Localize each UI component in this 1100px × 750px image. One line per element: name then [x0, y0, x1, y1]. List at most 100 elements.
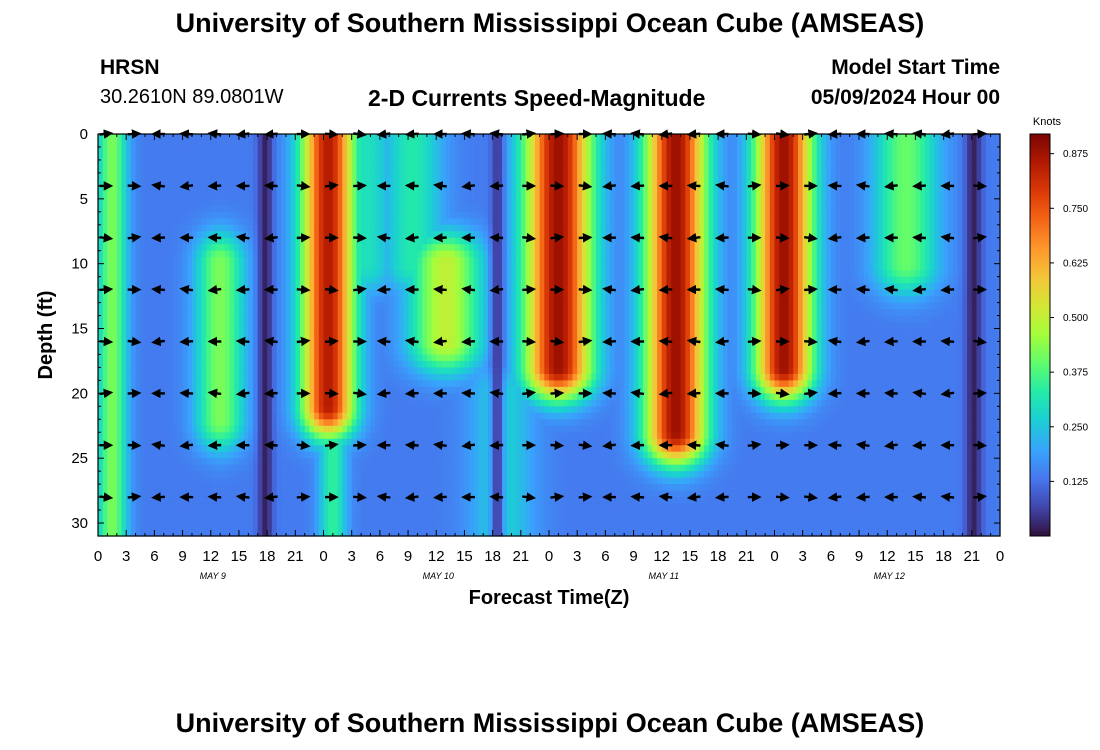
heatmap-cell [389, 464, 395, 472]
heatmap-cell [257, 185, 264, 193]
heatmap-cell [314, 490, 320, 498]
heatmap-cell [285, 231, 292, 239]
heatmap-cell [281, 172, 287, 180]
heatmap-cell [121, 289, 127, 297]
heatmap-cell [431, 477, 437, 485]
heatmap-cell [318, 386, 325, 394]
heatmap-cell [314, 322, 320, 330]
heatmap-cell [191, 328, 198, 336]
heatmap-cell [436, 477, 442, 485]
heatmap-cell [173, 471, 179, 479]
heatmap-cell [285, 250, 292, 258]
heatmap-cell [187, 172, 193, 180]
heatmap-cell [450, 341, 456, 349]
heatmap-cell [403, 153, 409, 161]
heatmap-cell [314, 510, 320, 518]
heatmap-cell [98, 198, 104, 206]
heatmap-cell [224, 185, 231, 193]
heatmap-cell [234, 458, 240, 466]
heatmap-cell [309, 477, 315, 485]
heatmap-cell [98, 445, 104, 453]
heatmap-cell [224, 354, 231, 362]
heatmap-cell [196, 497, 202, 505]
heatmap-cell [262, 432, 268, 440]
heatmap-cell [238, 224, 245, 232]
heatmap-cell [464, 302, 470, 310]
heatmap-cell [248, 244, 254, 252]
heatmap-cell [102, 166, 108, 174]
heatmap-cell [126, 432, 132, 440]
heatmap-cell [365, 276, 372, 284]
heatmap-cell [267, 140, 273, 148]
heatmap-cell [440, 218, 447, 226]
heatmap-cell [445, 231, 451, 239]
heatmap-cell [464, 224, 470, 232]
heatmap-cell [450, 263, 456, 271]
heatmap-cell [379, 503, 386, 511]
heatmap-cell [135, 211, 141, 219]
heatmap-cell [337, 490, 343, 498]
heatmap-cell [173, 179, 179, 187]
heatmap-cell [426, 360, 433, 369]
heatmap-cell [361, 484, 367, 492]
heatmap-cell [229, 510, 235, 518]
heatmap-cell [224, 464, 231, 472]
heatmap-cell [191, 315, 198, 323]
heatmap-cell [290, 146, 296, 155]
heatmap-cell [135, 322, 141, 330]
heatmap-cell [196, 529, 202, 537]
heatmap-cell [304, 503, 311, 511]
heatmap-cell [163, 380, 170, 388]
heatmap-cell [229, 412, 235, 420]
heatmap-cell [300, 484, 306, 492]
heatmap-cell [262, 315, 268, 323]
heatmap-cell [201, 185, 207, 193]
heatmap-cell [159, 458, 165, 466]
heatmap-cell [455, 406, 461, 414]
heatmap-cell [98, 134, 104, 142]
heatmap-cell [267, 218, 273, 226]
heatmap-cell [370, 205, 376, 213]
heatmap-cell [295, 302, 301, 310]
heatmap-cell [455, 270, 461, 278]
heatmap-cell [229, 328, 235, 336]
heatmap-cell [187, 224, 193, 232]
heatmap-cell [323, 523, 329, 531]
heatmap-cell [361, 523, 367, 531]
heatmap-cell [196, 367, 202, 375]
heatmap-cell [356, 211, 362, 219]
heatmap-cell [389, 315, 395, 323]
heatmap-cell [314, 432, 320, 440]
heatmap-cell [436, 510, 442, 518]
heatmap-cell [248, 523, 254, 531]
heatmap-cell [384, 419, 390, 427]
heatmap-cell [346, 185, 353, 193]
heatmap-cell [253, 244, 259, 252]
heatmap-cell [130, 192, 137, 200]
heatmap-cell [163, 354, 170, 362]
heatmap-cell [215, 484, 221, 492]
heatmap-cell [276, 296, 282, 304]
heatmap-cell [393, 270, 400, 278]
heatmap-cell [464, 263, 470, 271]
heatmap-cell [210, 159, 217, 168]
heatmap-cell [276, 205, 282, 213]
heatmap-cell [224, 257, 231, 265]
heatmap-cell [403, 185, 409, 193]
heatmap-cell [304, 198, 311, 206]
heatmap-cell [337, 497, 343, 505]
heatmap-cell [140, 289, 146, 297]
heatmap-cell [107, 503, 113, 511]
heatmap-cell [234, 257, 240, 265]
heatmap-cell [393, 198, 400, 206]
heatmap-cell [168, 250, 174, 258]
heatmap-cell [393, 523, 400, 531]
heatmap-cell [431, 341, 437, 349]
heatmap-cell [187, 211, 193, 219]
heatmap-cell [135, 205, 141, 213]
heatmap-cell [365, 296, 372, 304]
heatmap-cell [389, 179, 395, 187]
heatmap-cell [229, 270, 235, 278]
heatmap-cell [121, 270, 127, 278]
heatmap-cell [384, 231, 390, 239]
